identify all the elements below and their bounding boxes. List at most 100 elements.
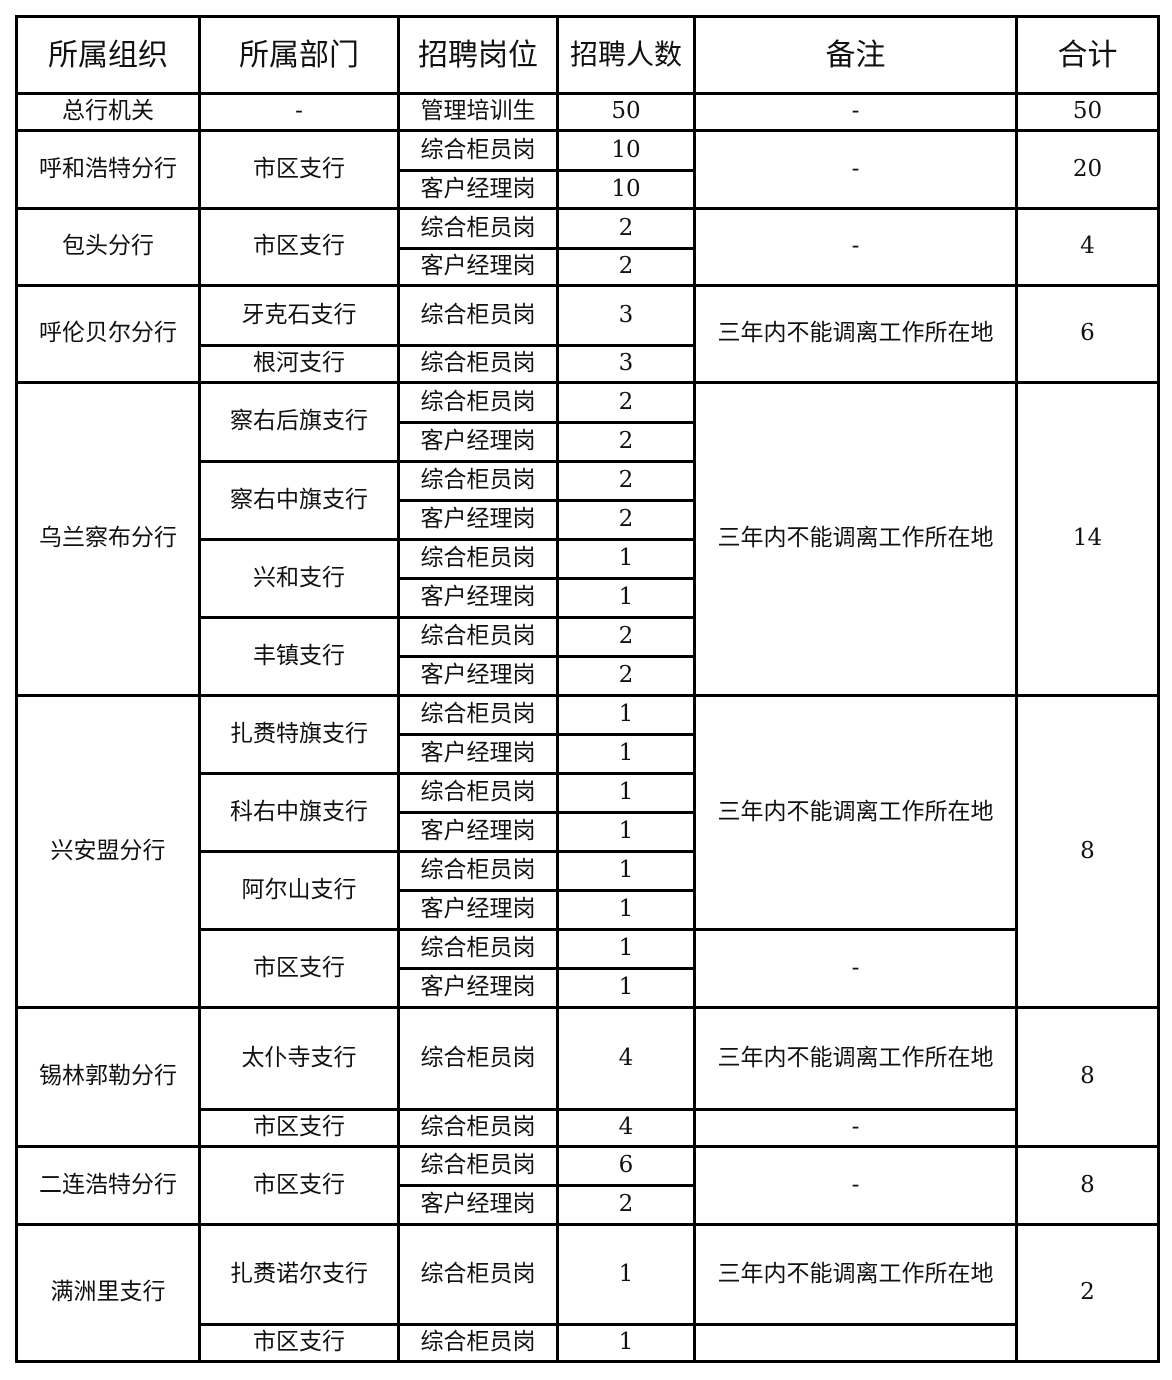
table-row: 客户经理岗 2 [17,499,1159,541]
table-row: 满洲里支行 扎赉诺尔支行 综合柜员岗 1 三年内不能调离工作所在地 2 [15,1223,1160,1363]
count-cell: 2 [556,499,696,541]
count-cell: 2 [556,207,696,250]
remark-cell: 三年内不能调离工作所在地 [693,1223,1018,1326]
header-total: 合计 [1015,15,1160,95]
header-position: 招聘岗位 [397,15,559,95]
dept-cell: 科右中旗支行 [198,772,400,853]
table-row: 客户经理岗 2 [17,247,1159,287]
table-row: 客户经理岗 1 [17,733,1159,775]
dept-cell: 市区支行 [198,928,400,1009]
count-cell: 50 [556,92,696,132]
count-cell: 1 [556,733,696,775]
total-cell: 8 [1015,694,1160,1009]
position-cell: 客户经理岗 [397,889,559,931]
count-cell: 2 [556,247,696,287]
dept-cell: 扎赉诺尔支行 [198,1223,400,1326]
count-cell: 10 [556,129,696,172]
header-count: 招聘人数 [556,15,696,95]
position-cell: 综合柜员岗 [397,1108,559,1148]
count-cell: 1 [556,1323,696,1363]
position-cell: 综合柜员岗 [397,344,559,384]
header-org: 所属组织 [15,15,201,95]
position-cell: 综合柜员岗 [397,129,559,172]
table-row: 兴安盟分行 扎赉特旗支行 综合柜员岗 1 三年内不能调离工作所在地 8 [15,694,1160,1009]
count-cell: 1 [556,772,696,814]
remark-cell: 三年内不能调离工作所在地 [693,1006,1018,1111]
dept-cell: 市区支行 [198,1323,400,1363]
count-cell: 3 [556,284,696,347]
remark-cell: - [693,207,1018,287]
position-cell: 客户经理岗 [397,733,559,775]
dept-cell: 兴和支行 [198,538,400,619]
count-cell: 2 [556,616,696,658]
table-row: 察右中旗支行 综合柜员岗 2 [17,460,1159,541]
position-cell: 综合柜员岗 [397,850,559,892]
table-row: 市区支行 综合柜员岗 1 [17,1323,1159,1363]
remark-cell: 三年内不能调离工作所在地 [693,284,1018,384]
org-cell: 兴安盟分行 [15,694,201,1009]
table-row: 市区支行 综合柜员岗 1- [17,928,1159,1009]
total-cell: 4 [1015,207,1160,287]
total-cell: 20 [1015,129,1160,210]
remark-cell: - [693,1108,1018,1148]
position-cell: 客户经理岗 [397,169,559,210]
position-cell: 客户经理岗 [397,577,559,619]
org-cell: 总行机关 [15,92,201,132]
remark-cell: 三年内不能调离工作所在地 [693,694,1018,931]
table-row: 科右中旗支行 综合柜员岗 1 [17,772,1159,853]
position-cell: 客户经理岗 [397,499,559,541]
count-cell: 1 [556,577,696,619]
position-cell: 综合柜员岗 [397,1006,559,1111]
table-row: 呼和浩特分行 市区支行 综合柜员岗 10-20 [15,129,1160,210]
table-row: 客户经理岗 1 [17,811,1159,853]
count-cell: 3 [556,344,696,384]
dept-cell: 市区支行 [198,207,400,287]
total-cell: 2 [1015,1223,1160,1363]
position-cell: 管理培训生 [397,92,559,132]
table-row: 二连浩特分行 市区支行 综合柜员岗 6-8 [15,1145,1160,1226]
position-cell: 综合柜员岗 [397,381,559,424]
remark-cell: 三年内不能调离工作所在地 [693,381,1018,697]
position-cell: 综合柜员岗 [397,928,559,970]
table-row: 市区支行 综合柜员岗 4- [17,1108,1159,1148]
position-cell: 综合柜员岗 [397,1145,559,1187]
table-row: 锡林郭勒分行 太仆寺支行 综合柜员岗 4 三年内不能调离工作所在地 8 [15,1006,1160,1148]
table-row: 兴和支行 综合柜员岗 1 [17,538,1159,619]
dept-cell: 察右后旗支行 [198,381,400,463]
table-body: 总行机关 - 管理培训生 50-50 呼和浩特分行 市区支行 综合柜员岗 10-20 客户经理岗… [15,92,1160,1363]
count-cell: 10 [556,169,696,210]
org-cell: 呼伦贝尔分行 [15,284,201,384]
position-cell: 综合柜员岗 [397,284,559,347]
count-cell: 1 [556,928,696,970]
position-cell: 综合柜员岗 [397,538,559,580]
org-cell: 包头分行 [15,207,201,287]
remark-cell [693,1323,1018,1363]
org-cell: 锡林郭勒分行 [15,1006,201,1148]
header-row: 所属组织 所属部门 招聘岗位 招聘人数 备注 合计 [15,15,1160,95]
table-row: 客户经理岗 2 [17,655,1159,697]
table-row: 客户经理岗 1 [17,889,1159,931]
table-row: 呼伦贝尔分行 牙克石支行 综合柜员岗 3 三年内不能调离工作所在地 6 [15,284,1160,384]
table-row: 总行机关 - 管理培训生 50-50 [15,92,1160,132]
dept-cell: 察右中旗支行 [198,460,400,541]
position-cell: 客户经理岗 [397,1184,559,1226]
total-cell: 6 [1015,284,1160,384]
count-cell: 2 [556,460,696,502]
dept-cell: 太仆寺支行 [198,1006,400,1111]
table-row: 客户经理岗 10 [17,169,1159,210]
position-cell: 综合柜员岗 [397,616,559,658]
total-cell: 8 [1015,1145,1160,1226]
position-cell: 客户经理岗 [397,247,559,287]
count-cell: 4 [556,1108,696,1148]
count-cell: 2 [556,421,696,463]
table-row: 阿尔山支行 综合柜员岗 1 [17,850,1159,931]
count-cell: 1 [556,967,696,1009]
remark-cell: - [693,928,1018,1009]
dept-cell: - [198,92,400,132]
table-row: 客户经理岗 2 [17,421,1159,463]
position-cell: 客户经理岗 [397,421,559,463]
total-cell: 14 [1015,381,1160,697]
position-cell: 综合柜员岗 [397,207,559,250]
dept-cell: 根河支行 [198,344,400,384]
table-row: 客户经理岗 2 [17,1184,1159,1226]
